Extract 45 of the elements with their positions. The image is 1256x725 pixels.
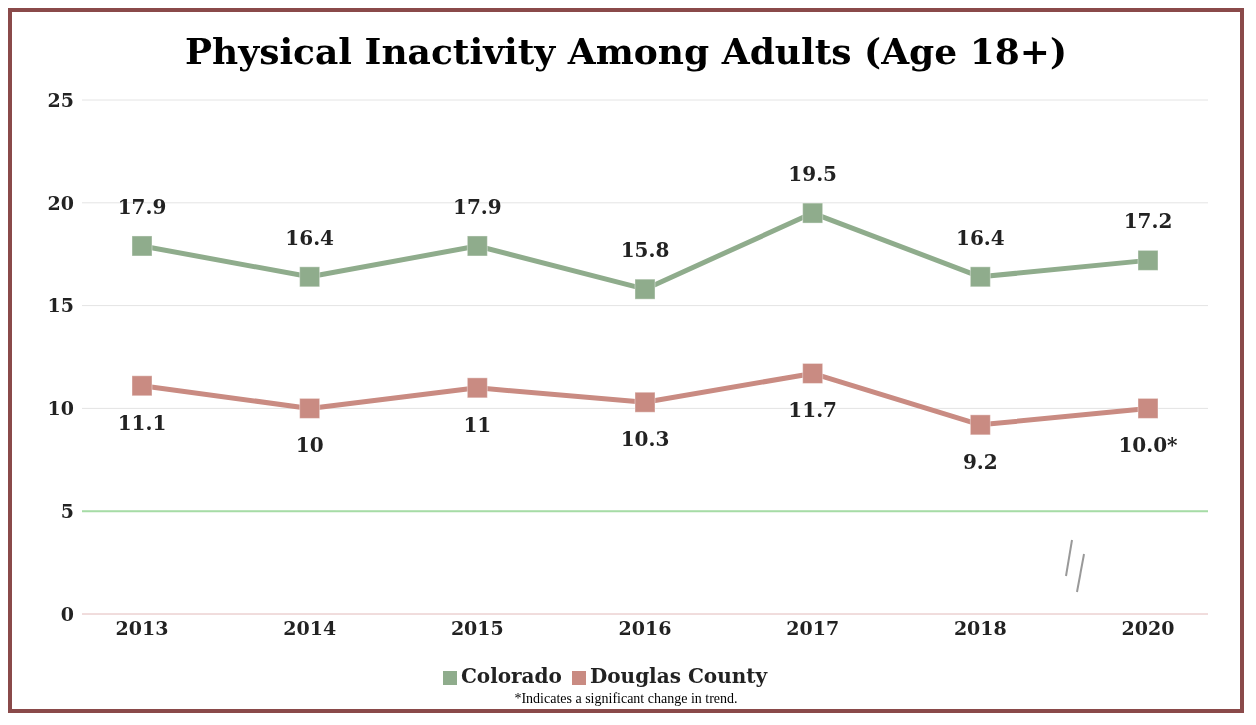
data-label: 15.8 — [620, 238, 670, 263]
data-label: 16.4 — [955, 225, 1005, 250]
data-label: 11 — [463, 412, 492, 437]
y-tick-label: 0 — [60, 602, 74, 625]
data-label: 11.7 — [788, 398, 838, 423]
point — [1137, 397, 1159, 419]
data-label: 17.9 — [117, 194, 167, 219]
point — [802, 362, 824, 384]
y-tick-label: 15 — [47, 294, 74, 317]
data-label: 10.0* — [1118, 433, 1179, 458]
x-tick-label: 2017 — [786, 617, 840, 640]
data-label: 16.4 — [285, 225, 335, 250]
point — [1137, 249, 1159, 271]
y-tick-label: 10 — [47, 397, 74, 420]
point — [299, 266, 321, 288]
point — [466, 377, 488, 399]
y-tick-label: 20 — [47, 191, 74, 214]
point — [634, 391, 656, 413]
x-tick-label: 2015 — [450, 617, 504, 640]
text: *Indicates a significant change in trend. — [513, 691, 739, 707]
data-label: 17.9 — [452, 194, 502, 219]
x-tick-label: 2018 — [953, 617, 1007, 640]
x-tick-label: 2014 — [283, 617, 337, 640]
chart-title: Physical Inactivity Among Adults (Age 18+) — [184, 30, 1068, 74]
legend-label: Colorado — [460, 664, 562, 688]
point — [466, 235, 488, 257]
y-tick-label: 25 — [47, 88, 74, 111]
data-label: 9.2 — [962, 449, 998, 474]
x-tick-label: 2016 — [618, 617, 672, 640]
point — [802, 202, 824, 224]
data-label: 10.3 — [620, 427, 670, 452]
point — [131, 235, 153, 257]
data-label: 17.2 — [1123, 209, 1173, 234]
data-label: 11.1 — [117, 410, 167, 435]
x-tick-label: 2020 — [1121, 617, 1175, 640]
point — [131, 375, 153, 397]
x-tick-label: 2013 — [115, 617, 169, 640]
point — [969, 266, 991, 288]
point — [299, 397, 321, 419]
legend-label: Douglas County — [589, 664, 768, 688]
data-label: 19.5 — [788, 162, 838, 187]
y-tick-label: 5 — [60, 499, 74, 522]
data-label: 10 — [295, 433, 324, 458]
point — [969, 414, 991, 436]
point — [634, 278, 656, 300]
